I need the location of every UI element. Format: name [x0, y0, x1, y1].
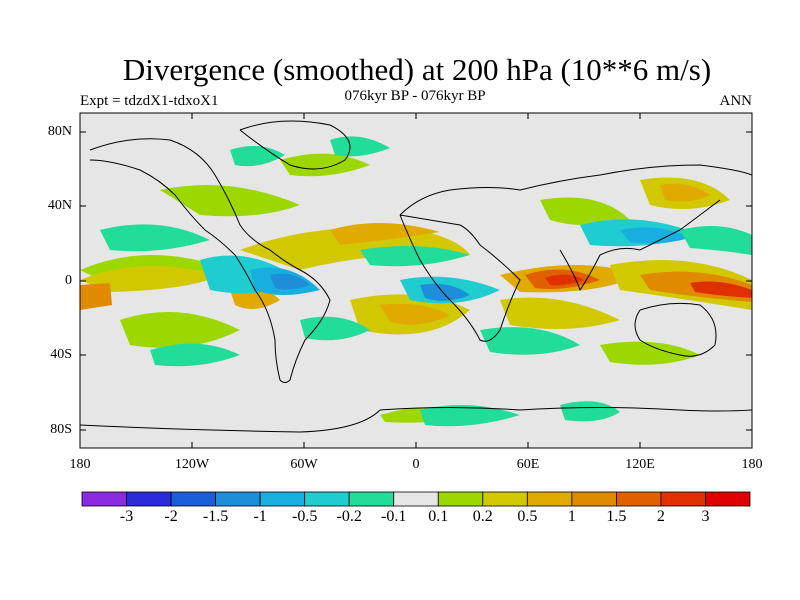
divergence-field: [80, 136, 752, 427]
colorbar-label: 3: [701, 508, 710, 525]
colorbar-swatch: [571, 491, 617, 507]
colorbar-label: 2: [656, 508, 665, 525]
lon-label-60w: 60W: [290, 457, 318, 472]
colorbar-label: -0.5: [291, 508, 318, 525]
colorbar: [81, 491, 751, 507]
colorbar-swatch: [526, 491, 573, 507]
colorbar-label: 0.5: [517, 508, 538, 525]
lat-label-40n: 40N: [47, 198, 72, 213]
experiment-label: Expt = tdzdX1-tdxoX1: [80, 93, 219, 109]
lat-label-80s: 80S: [50, 422, 72, 437]
chart-subtitle: 076kyr BP - 076kyr BP: [344, 88, 486, 104]
coastlines: [80, 120, 752, 433]
lat-label-0: 0: [65, 273, 72, 288]
colorbar-swatch: [482, 491, 528, 507]
colorbar-swatch: [215, 491, 261, 507]
colorbar-swatch: [126, 491, 172, 507]
colorbar-swatch: [393, 491, 439, 507]
colorbar-swatch: [259, 491, 306, 507]
colorbar-swatch: [616, 491, 662, 507]
lon-label-120e: 120E: [625, 457, 655, 472]
colorbar-swatch: [348, 491, 395, 507]
colorbar-swatch: [304, 491, 350, 507]
colorbar-label: -0.1: [381, 508, 407, 525]
season-label: ANN: [719, 93, 753, 109]
lon-label-180w: 180: [69, 457, 91, 472]
chart-title: Divergence (smoothed) at 200 hPa (10**6 …: [122, 52, 712, 87]
colorbar-label: 0.1: [428, 508, 449, 525]
lat-label-40s: 40S: [50, 347, 72, 362]
tick-marks: [80, 113, 752, 448]
colorbar-label: -1.5: [202, 508, 229, 525]
colorbar-label: -3: [119, 508, 134, 525]
colorbar-swatch: [660, 491, 706, 507]
lon-label-60e: 60E: [516, 457, 540, 472]
lon-label-180e: 180: [741, 457, 763, 472]
colorbar-label: 1.5: [606, 508, 627, 525]
colorbar-label: -2: [164, 508, 178, 525]
colorbar-swatch: [81, 491, 127, 507]
lon-label-120w: 120W: [174, 457, 210, 472]
colorbar-swatch: [437, 491, 484, 507]
colorbar-label: 1: [567, 508, 576, 525]
colorbar-label: 0.2: [472, 508, 493, 525]
colorbar-label: -1: [253, 508, 267, 525]
lon-label-0: 0: [412, 457, 420, 472]
lat-label-80n: 80N: [47, 124, 72, 139]
colorbar-label: -0.2: [336, 508, 362, 525]
colorbar-swatch: [705, 491, 751, 507]
colorbar-swatch: [170, 491, 216, 507]
